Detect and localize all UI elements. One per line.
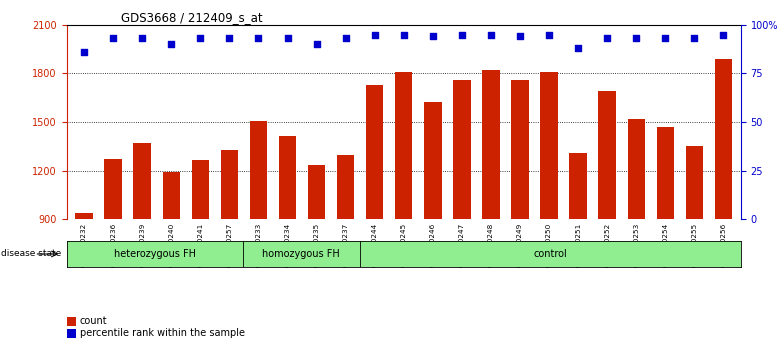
- Bar: [191, 160, 209, 219]
- Bar: [75, 213, 93, 219]
- Point: [339, 35, 352, 41]
- Point: [252, 35, 265, 41]
- Point: [572, 45, 584, 51]
- Text: disease state: disease state: [1, 250, 61, 258]
- Point: [601, 35, 613, 41]
- Text: count: count: [80, 316, 107, 326]
- Bar: [656, 127, 674, 219]
- Text: heterozygous FH: heterozygous FH: [114, 249, 195, 259]
- Bar: [540, 72, 557, 219]
- Bar: [133, 143, 151, 219]
- Point: [717, 32, 730, 37]
- Bar: [482, 70, 499, 219]
- Bar: [337, 155, 354, 219]
- Point: [136, 35, 148, 41]
- Bar: [366, 85, 383, 219]
- Point: [368, 32, 381, 37]
- Point: [281, 35, 294, 41]
- Bar: [686, 147, 703, 219]
- Point: [426, 34, 439, 39]
- Point: [514, 34, 526, 39]
- Bar: [424, 102, 441, 219]
- Bar: [715, 59, 732, 219]
- Bar: [162, 172, 180, 219]
- Bar: [598, 91, 616, 219]
- Bar: [308, 165, 325, 219]
- Point: [659, 35, 672, 41]
- Bar: [104, 159, 122, 219]
- Point: [456, 32, 468, 37]
- Bar: [627, 119, 645, 219]
- Bar: [569, 153, 587, 219]
- Point: [107, 35, 119, 41]
- Point: [165, 41, 177, 47]
- Text: GDS3668 / 212409_s_at: GDS3668 / 212409_s_at: [121, 11, 262, 24]
- Text: homozygous FH: homozygous FH: [263, 249, 340, 259]
- Point: [485, 32, 497, 37]
- Point: [310, 41, 323, 47]
- Point: [630, 35, 643, 41]
- Text: control: control: [533, 249, 567, 259]
- Bar: [279, 136, 296, 219]
- Point: [78, 49, 90, 55]
- Point: [194, 35, 207, 41]
- Point: [397, 32, 410, 37]
- Bar: [220, 150, 238, 219]
- Bar: [453, 80, 470, 219]
- Point: [223, 35, 236, 41]
- Point: [688, 35, 701, 41]
- Bar: [250, 120, 267, 219]
- Bar: [511, 80, 528, 219]
- Text: percentile rank within the sample: percentile rank within the sample: [80, 329, 245, 338]
- Bar: [395, 72, 412, 219]
- Point: [543, 32, 555, 37]
